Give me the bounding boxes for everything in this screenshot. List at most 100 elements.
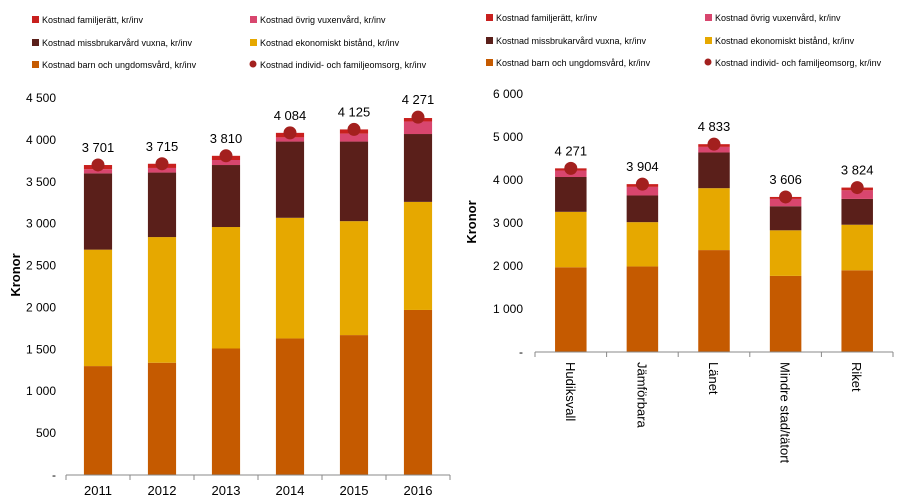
total-label: 4 271 xyxy=(402,92,435,107)
legend-swatch-missbrukarvard xyxy=(486,37,493,44)
bar-segment xyxy=(211,227,241,349)
y-tick-label: - xyxy=(52,468,56,482)
total-marker xyxy=(707,137,721,151)
legend-label-barn-ungdom: Kostnad barn och ungdomsvård, kr/inv xyxy=(42,60,197,70)
x-tick-label: 2011 xyxy=(84,483,112,498)
total-marker xyxy=(635,177,649,191)
y-axis: - 1 000 2 000 3 000 4 000 5 000 6 000 xyxy=(493,87,523,359)
legend-label-individ-familj: Kostnad individ- och familjeomsorg, kr/i… xyxy=(715,58,882,68)
x-axis: 2011 2012 2013 2014 2015 2016 xyxy=(65,475,451,498)
legend-label-barn-ungdom: Kostnad barn och ungdomsvård, kr/inv xyxy=(496,58,651,68)
bar-segment xyxy=(275,338,305,475)
legend-label-ekonomiskt-bistand: Kostnad ekonomiskt bistånd, kr/inv xyxy=(715,36,855,46)
total-label: 4 833 xyxy=(698,119,731,134)
y-tick-label: 3 500 xyxy=(26,175,56,189)
legend-swatch-familjeratt xyxy=(486,14,493,21)
legend: Kostnad familjerätt, kr/inv Kostnad övri… xyxy=(32,15,427,70)
total-marker xyxy=(91,158,105,172)
y-axis-title: Kronor xyxy=(8,253,23,296)
bar-segment xyxy=(626,266,659,352)
total-marker xyxy=(347,122,361,136)
bar-segment xyxy=(841,198,873,225)
legend: Kostnad familjerätt, kr/inv Kostnad övri… xyxy=(486,13,882,68)
bar-segment xyxy=(769,206,802,231)
y-tick-label: 2 000 xyxy=(26,300,56,314)
bar-segment xyxy=(83,173,113,250)
y-tick-label: 4 500 xyxy=(26,91,56,105)
x-tick-label: Mindre stad/tätort xyxy=(778,362,793,464)
total-marker xyxy=(779,190,793,204)
y-axis: - 500 1 000 1 500 2 000 2 500 3 000 3 500 4 000 4… xyxy=(26,91,56,482)
legend-swatch-barn-ungdom xyxy=(32,61,39,68)
chart-comparison: Kostnad familjerätt, kr/inv Kostnad övri… xyxy=(460,0,908,498)
bar-segment xyxy=(698,188,730,251)
x-tick-label: Riket xyxy=(849,362,864,392)
y-tick-label: 6 000 xyxy=(493,87,523,101)
bar-segment xyxy=(211,165,241,228)
bar-segment xyxy=(769,230,802,276)
bar-segment xyxy=(698,152,730,189)
legend-label-ovrig-vuxenvard: Kostnad övrig vuxenvård, kr/inv xyxy=(715,13,841,23)
bar-segment xyxy=(339,335,369,475)
y-tick-label: 1 000 xyxy=(26,384,56,398)
bars xyxy=(83,118,433,475)
bar-segment xyxy=(275,141,305,218)
bar-segment xyxy=(403,121,433,135)
bar-segment xyxy=(339,221,369,336)
total-label: 3 824 xyxy=(841,163,874,178)
bar-segment xyxy=(275,137,305,142)
legend-label-ekonomiskt-bistand: Kostnad ekonomiskt bistånd, kr/inv xyxy=(260,38,400,48)
bars xyxy=(555,144,873,352)
bar-segment xyxy=(211,348,241,475)
y-tick-label: 3 000 xyxy=(493,216,523,230)
y-tick-label: 2 000 xyxy=(493,259,523,273)
bar-segment xyxy=(403,134,433,202)
y-tick-label: - xyxy=(519,345,523,359)
x-tick-label: 2015 xyxy=(340,483,369,498)
x-tick-label: 2014 xyxy=(276,483,305,498)
legend-label-familjeratt: Kostnad familjerätt, kr/inv xyxy=(42,15,144,25)
total-label: 4 271 xyxy=(555,143,588,158)
bar-segment xyxy=(147,237,177,363)
legend-label-familjeratt: Kostnad familjerätt, kr/inv xyxy=(496,13,598,23)
total-markers: 4 271 3 904 4 833 3 606 3 824 xyxy=(555,119,874,204)
bar-segment xyxy=(339,133,369,142)
x-axis: Hudiksvall Jämförbara Länet Mindre stad/tät… xyxy=(534,352,894,464)
bar-segment xyxy=(841,190,873,199)
y-tick-label: 1 500 xyxy=(26,342,56,356)
legend-label-missbrukarvard: Kostnad missbrukarvård vuxna, kr/inv xyxy=(496,36,647,46)
total-markers: 3 701 3 715 3 810 4 084 4 125 4 271 xyxy=(82,92,435,172)
legend-label-missbrukarvard: Kostnad missbrukarvård vuxna, kr/inv xyxy=(42,38,193,48)
bar-segment xyxy=(555,267,587,352)
x-tick-label: Länet xyxy=(706,362,721,395)
bar-segment xyxy=(555,176,587,212)
legend-marker-individ-familj xyxy=(249,60,257,68)
y-tick-label: 5 000 xyxy=(493,130,523,144)
bar-segment xyxy=(841,270,873,352)
legend-swatch-ovrig-vuxenvard xyxy=(705,14,712,21)
y-tick-label: 1 000 xyxy=(493,302,523,316)
bar-segment xyxy=(403,201,433,310)
bar-segment xyxy=(83,249,113,367)
total-label: 3 904 xyxy=(626,159,659,174)
total-marker xyxy=(850,181,864,195)
x-tick-label: Jämförbara xyxy=(634,362,649,429)
bar-segment xyxy=(83,366,113,475)
bar-segment xyxy=(841,224,873,271)
legend-swatch-familjeratt xyxy=(32,16,39,23)
bar-segment xyxy=(147,172,177,238)
total-marker xyxy=(155,157,169,171)
legend-swatch-ekonomiskt-bistand xyxy=(250,39,257,46)
legend-swatch-barn-ungdom xyxy=(486,59,493,66)
bar-segment xyxy=(275,217,305,339)
legend-swatch-missbrukarvard xyxy=(32,39,39,46)
legend-label-individ-familj: Kostnad individ- och familjeomsorg, kr/i… xyxy=(260,60,427,70)
total-marker xyxy=(411,110,425,124)
total-marker xyxy=(219,149,233,163)
bar-segment xyxy=(339,141,369,222)
bar-segment xyxy=(769,275,802,352)
chart-time-series: Kostnad familjerätt, kr/inv Kostnad övri… xyxy=(8,15,451,498)
y-tick-label: 2 500 xyxy=(26,259,56,273)
y-axis-title: Kronor xyxy=(464,200,479,243)
legend-swatch-ovrig-vuxenvard xyxy=(250,16,257,23)
